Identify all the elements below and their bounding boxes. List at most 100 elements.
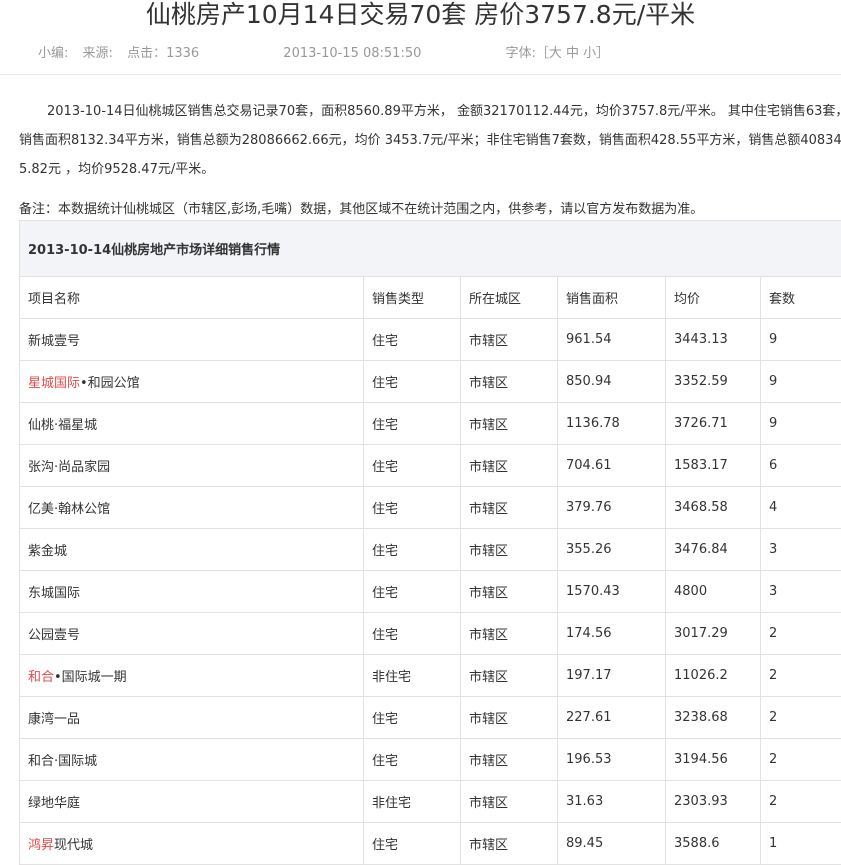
column-header: 均价 [666,277,761,319]
table-cell: 3443.13 [666,319,761,361]
project-name-cell: 亿美·翰林公馆 [20,487,364,529]
article-title: 仙桃房产10月14日交易70套 房价3757.8元/平米 [0,0,841,30]
table-cell: 3352.59 [666,361,761,403]
table-cell: 4800 [666,571,761,613]
table-cell: 2 [761,613,841,655]
column-header: 销售类型 [364,277,461,319]
table-cell: 3238.68 [666,697,761,739]
project-name: 康湾一品 [28,712,80,727]
table-cell: 197.17 [558,655,666,697]
column-header: 销售面积 [558,277,666,319]
project-name-cell: 康湾一品 [20,697,364,739]
table-cell: 市辖区 [461,445,558,487]
column-header: 所在城区 [461,277,558,319]
table-cell: 227.61 [558,697,666,739]
project-name: 仙桃·福星城 [28,418,97,433]
table-cell: 市辖区 [461,781,558,823]
table-cell: 市辖区 [461,487,558,529]
table-cell: 3468.58 [666,487,761,529]
table-cell: 市辖区 [461,529,558,571]
table-cell: 9 [761,361,841,403]
table-cell: 市辖区 [461,823,558,865]
table-cell: 1570.43 [558,571,666,613]
table-cell: 11026.2 [666,655,761,697]
source: 来源: [83,46,113,61]
table-cell: 住宅 [364,445,461,487]
project-name-cell: 绿地华庭 [20,781,364,823]
summary-paragraph: 2013-10-14日仙桃城区销售总交易记录70套，面积8560.89平方米， … [19,97,841,184]
project-name: 亿美·翰林公馆 [28,502,110,517]
sales-table: 2013-10-14仙桃房地产市场详细销售行情 项目名称销售类型所在城区销售面积… [19,220,841,865]
table-cell: 31.63 [558,781,666,823]
table-cell: 4 [761,487,841,529]
table-cell: 市辖区 [461,613,558,655]
project-name: 东城国际 [28,586,80,601]
table-cell: 3017.29 [666,613,761,655]
table-cell: 89.45 [558,823,666,865]
table-cell: 3 [761,571,841,613]
table-header-row: 项目名称销售类型所在城区销售面积均价套数 [20,277,841,319]
table-cell: 2 [761,697,841,739]
project-name: •国际城一期 [54,670,127,685]
divider [0,74,841,75]
table-cell: 住宅 [364,403,461,445]
table-cell: 住宅 [364,361,461,403]
column-header: 套数 [761,277,841,319]
table-cell: 住宅 [364,613,461,655]
table-cell: 3476.84 [666,529,761,571]
table-cell: 3588.6 [666,823,761,865]
table-cell: 住宅 [364,823,461,865]
project-name: 绿地华庭 [28,796,80,811]
table-cell: 住宅 [364,487,461,529]
publish-date: 2013-10-15 08:51:50 [283,46,421,61]
table-cell: 2 [761,739,841,781]
project-name-cell: 东城国际 [20,571,364,613]
font-size-control[interactable]: 字体:［大 中 小］ [506,46,610,61]
table-cell: 9 [761,319,841,361]
project-name-cell: 新城壹号 [20,319,364,361]
table-cell: 1136.78 [558,403,666,445]
table-cell: 379.76 [558,487,666,529]
project-name: 紫金城 [28,544,67,559]
table-cell: 3726.71 [666,403,761,445]
table-cell: 3 [761,529,841,571]
table-cell: 市辖区 [461,571,558,613]
table-cell: 市辖区 [461,739,558,781]
project-name: 新城壹号 [28,334,80,349]
table-cell: 住宅 [364,739,461,781]
project-link[interactable]: 星城国际 [28,376,80,391]
table-cell: 非住宅 [364,781,461,823]
project-name-cell: 张沟·尚品家园 [20,445,364,487]
table-cell: 市辖区 [461,403,558,445]
table-cell: 6 [761,445,841,487]
table-cell: 市辖区 [461,697,558,739]
table-cell: 住宅 [364,529,461,571]
table-cell: 住宅 [364,319,461,361]
project-name-cell: 和合·国际城 [20,739,364,781]
table-cell: 2 [761,781,841,823]
project-name-cell: 仙桃·福星城 [20,403,364,445]
note: 备注：本数据统计仙桃城区（市辖区,彭场,毛嘴）数据，其他区域不在统计范围之内，供… [19,198,703,217]
table-cell: 174.56 [558,613,666,655]
table-cell: 9 [761,403,841,445]
project-link[interactable]: 鸿昇 [28,838,54,853]
project-name: 现代城 [54,838,93,853]
project-name: 张沟·尚品家园 [28,460,110,475]
project-name: •和园公馆 [80,376,140,391]
table-caption: 2013-10-14仙桃房地产市场详细销售行情 [20,221,841,277]
project-link[interactable]: 和合 [28,670,54,685]
table-cell: 市辖区 [461,319,558,361]
project-name-cell: 星城国际•和园公馆 [20,361,364,403]
table-cell: 非住宅 [364,655,461,697]
article-meta: 小编: 来源: 点击：1336 2013-10-15 08:51:50 字体:［… [38,42,619,61]
